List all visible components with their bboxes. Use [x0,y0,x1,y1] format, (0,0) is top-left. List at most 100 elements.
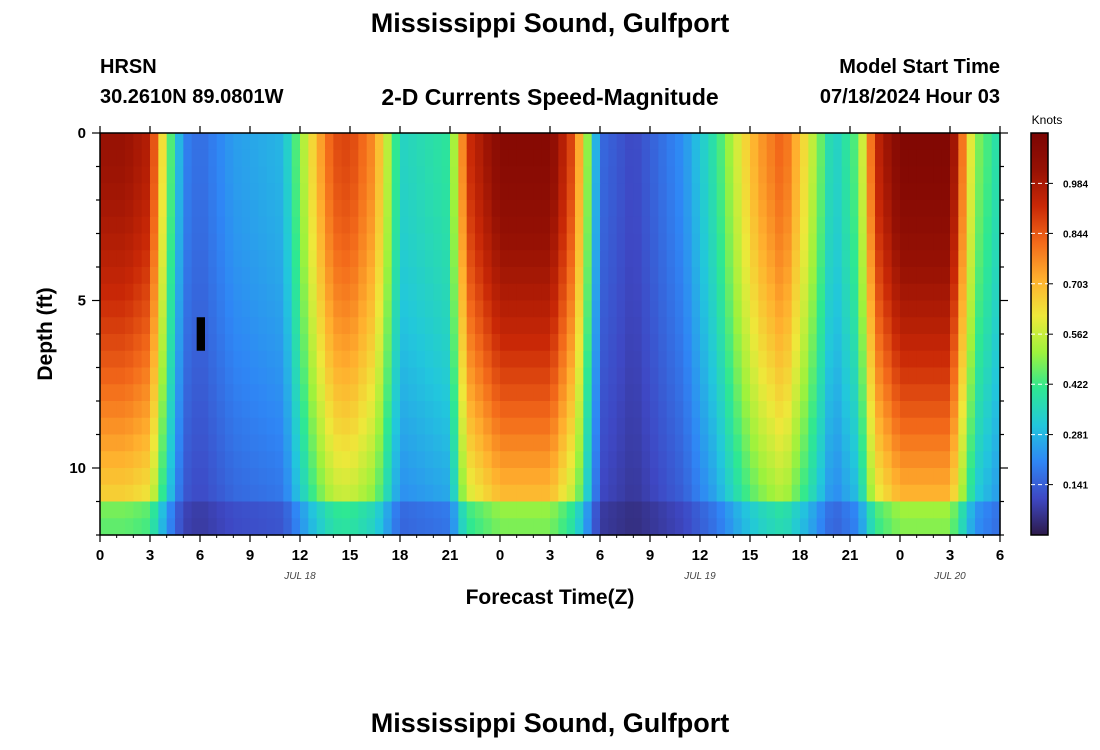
heatmap-cell [108,317,118,335]
heatmap-cell [900,384,909,402]
heatmap-cell [166,267,176,285]
heatmap-cell [683,149,693,168]
heatmap-cell [575,518,584,536]
heatmap-cell [750,451,759,469]
heatmap-cell [100,501,109,519]
heatmap-cell [941,300,951,318]
heatmap-cell [291,300,301,318]
heatmap-cell [950,133,959,151]
heatmap-cell [708,149,718,168]
heatmap-cell [300,183,309,201]
heatmap-cell [208,334,218,352]
heatmap-cell [708,384,718,402]
heatmap-cell [558,317,568,335]
colorbar-tick-label: 0.703 [1063,280,1088,291]
heatmap-cell [933,267,943,285]
heatmap-cell [233,350,243,369]
heatmap-cell [408,233,418,251]
heatmap-cell [391,317,401,335]
heatmap-cell [725,250,734,268]
heatmap-cell [725,350,734,369]
heatmap-cell [966,317,976,335]
heatmap-cell [858,283,868,302]
heatmap-cell [908,501,918,519]
heatmap-cell [141,216,151,235]
heatmap-cell [758,468,768,486]
heatmap-cell [225,300,234,318]
heatmap-cell [525,183,534,201]
heatmap-cell [191,350,201,369]
heatmap-cell [250,317,259,335]
heatmap-cell [341,350,351,369]
heatmap-cell [275,267,284,285]
heatmap-cell [475,367,484,385]
heatmap-cell [350,468,359,486]
heatmap-cell [266,317,276,335]
heatmap-cell [400,149,409,168]
heatmap-cell [658,468,668,486]
heatmap-cell [100,334,109,352]
heatmap-cell [750,200,759,218]
heatmap-cell [450,484,459,503]
heatmap-cell [658,133,668,151]
heatmap-cell [608,434,618,452]
heatmap-cell [308,317,318,335]
heatmap-cell [933,350,943,369]
heatmap-cell [241,133,251,151]
heatmap-cell [283,451,293,469]
heatmap-cell [150,216,159,235]
heatmap-cell [866,300,876,318]
heatmap-cell [916,401,926,419]
heatmap-cell [700,434,709,452]
heatmap-cell [408,417,418,436]
heatmap-cell [691,317,701,335]
heatmap-cell [133,367,143,385]
heatmap-cell [333,484,343,503]
heatmap-cell [475,468,484,486]
heatmap-cell [925,401,934,419]
heatmap-cell [641,501,651,519]
heatmap-cell [458,216,468,235]
heatmap-cell [800,300,809,318]
heatmap-cell [850,501,859,519]
heatmap-cell [191,166,201,184]
heatmap-cell [458,300,468,318]
heatmap-cell [875,166,884,184]
heatmap-cell [541,317,551,335]
heatmap-cell [608,468,618,486]
heatmap-cell [166,334,176,352]
heatmap-cell [633,518,643,536]
heatmap-cell [791,501,801,519]
heatmap-cell [666,267,676,285]
heatmap-cell [216,317,226,335]
heatmap-cell [575,384,584,402]
heatmap-cell [400,200,409,218]
heatmap-cell [566,417,576,436]
heatmap-cell [350,434,359,452]
heatmap-cell [108,233,118,251]
heatmap-cell [933,468,943,486]
heatmap-cell [366,401,376,419]
heatmap-cell [175,233,184,251]
heatmap-cell [275,300,284,318]
heatmap-cell [975,401,984,419]
heatmap-cell [358,350,368,369]
heatmap-cell [791,216,801,235]
heatmap-cell [883,501,893,519]
heatmap-cell [350,451,359,469]
heatmap-cell [233,149,243,168]
heatmap-cell [875,518,884,536]
heatmap-cell [216,434,226,452]
heatmap-cell [141,183,151,201]
heatmap-cell [325,501,334,519]
heatmap-cell [441,166,451,184]
heatmap-cell [400,484,409,503]
heatmap-cell [966,200,976,218]
heatmap-cell [200,518,209,536]
heatmap-cell [308,300,318,318]
heatmap-cell [683,317,693,335]
heatmap-cell [258,501,268,519]
heatmap-cell [950,350,959,369]
heatmap-cell [700,451,709,469]
heatmap-cell [866,451,876,469]
